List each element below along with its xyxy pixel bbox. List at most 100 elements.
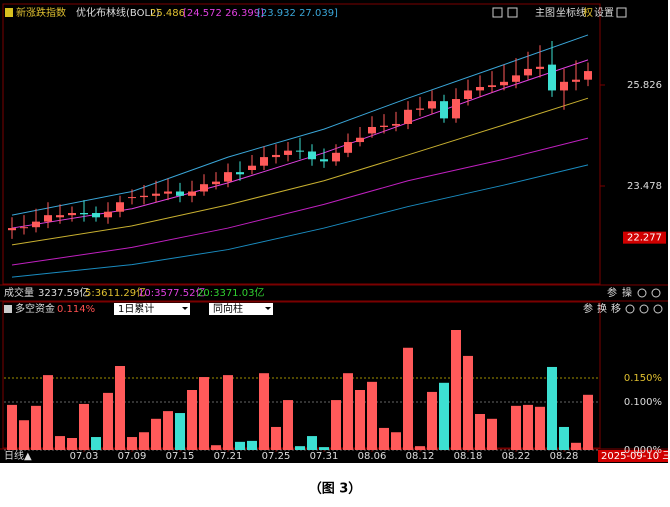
- candle-body: [128, 197, 136, 199]
- candle-body: [536, 66, 544, 69]
- x-tick-label: 08.12: [406, 451, 435, 462]
- bar: [259, 373, 269, 450]
- close-button[interactable]: [616, 7, 627, 18]
- button[interactable]: 换: [597, 302, 607, 315]
- background: [0, 0, 668, 463]
- candle-body: [440, 101, 448, 119]
- band-value: [23.932 27.039]: [257, 8, 338, 19]
- period[interactable]: 日线▲: [4, 449, 32, 462]
- zoom-out[interactable]: [651, 288, 661, 298]
- button[interactable]: 参: [607, 286, 617, 299]
- candle-body: [320, 159, 328, 162]
- candle-body: [164, 191, 172, 194]
- bar: [151, 418, 161, 450]
- bar: [547, 366, 557, 450]
- icon: [4, 305, 12, 313]
- candle-body: [296, 150, 304, 152]
- zoom-in[interactable]: [637, 288, 647, 298]
- bar: [355, 390, 365, 450]
- dropdown-arrow: [182, 307, 188, 310]
- candle-body: [500, 81, 508, 86]
- candle-body: [32, 221, 40, 228]
- button[interactable]: 移: [611, 302, 621, 315]
- zoom-in[interactable]: [625, 304, 635, 314]
- bar: [139, 432, 149, 450]
- bar: [67, 438, 77, 450]
- candle-body: [272, 154, 280, 158]
- candle-body: [212, 181, 220, 185]
- bar: [403, 347, 413, 450]
- bar: [19, 420, 29, 450]
- dropdown-text[interactable]: 同向柱: [213, 302, 243, 315]
- volume-ma: 5:3611.29亿: [85, 286, 146, 299]
- bar: [511, 405, 521, 450]
- bar: [295, 446, 305, 450]
- bar: [427, 391, 437, 450]
- button[interactable]: 参: [583, 302, 593, 315]
- bar: [463, 355, 473, 450]
- y-tick-label: 25.826: [627, 80, 662, 91]
- bar: [451, 330, 461, 450]
- plus-button[interactable]: [492, 7, 503, 18]
- bar: [187, 390, 197, 450]
- candle-body: [416, 108, 424, 110]
- mid-value: 25.486: [150, 8, 185, 19]
- candle-body: [224, 172, 232, 182]
- bar: [223, 375, 233, 450]
- zoom-out[interactable]: [639, 304, 649, 314]
- button[interactable]: 设置: [594, 7, 614, 19]
- band-value: [24.572 26.399]: [183, 8, 264, 19]
- bar: [307, 436, 317, 450]
- bar: [211, 445, 221, 450]
- candle-body: [200, 184, 208, 192]
- y-tick-label: 0.000%: [624, 445, 662, 456]
- minus-button[interactable]: [507, 7, 518, 18]
- dropdown[interactable]: [114, 303, 190, 315]
- candle-body: [332, 152, 340, 162]
- candle-body: [512, 75, 520, 82]
- bar: [523, 404, 533, 450]
- date-box: [598, 450, 668, 462]
- candle-body: [428, 101, 436, 109]
- bar: [235, 441, 245, 450]
- candle-body: [236, 172, 244, 175]
- boll-line: [11, 97, 589, 246]
- bar: [247, 440, 257, 450]
- bar: [571, 442, 581, 450]
- bar: [439, 382, 449, 450]
- dropdown-text[interactable]: 1日累计: [118, 302, 154, 315]
- bar: [391, 432, 401, 450]
- dropdown[interactable]: [209, 303, 273, 315]
- button[interactable]: 权: [583, 6, 593, 19]
- candle-body: [260, 157, 268, 166]
- bar: [475, 414, 485, 450]
- candle-body: [284, 150, 292, 155]
- indicator-name: 优化布林线(BOLL): [76, 6, 160, 19]
- current-date: 2025-09-10 三: [601, 451, 670, 462]
- button[interactable]: 坐标线: [556, 6, 586, 19]
- candle-body: [56, 215, 64, 218]
- main-frame: [2, 3, 601, 285]
- candle-body: [464, 90, 472, 100]
- volume-ma: 20:3371.03亿: [197, 286, 264, 299]
- candle-body: [8, 228, 16, 231]
- button[interactable]: 操: [622, 286, 632, 299]
- bar: [319, 447, 329, 450]
- candle-body: [20, 227, 28, 229]
- x-tick-label: 08.18: [454, 451, 483, 462]
- bar: [79, 403, 89, 450]
- bar: [103, 392, 113, 450]
- candle-body: [248, 165, 256, 170]
- candle-body: [176, 191, 184, 196]
- button[interactable]: 主图: [535, 7, 555, 19]
- bar: [535, 406, 545, 450]
- bar: [55, 436, 65, 450]
- candle-body: [44, 215, 52, 222]
- close-button[interactable]: [653, 304, 663, 314]
- x-tick-label: 07.31: [310, 451, 339, 462]
- bar: [7, 404, 17, 450]
- bar: [379, 427, 389, 450]
- candle-body: [68, 213, 76, 216]
- candle-body: [344, 142, 352, 153]
